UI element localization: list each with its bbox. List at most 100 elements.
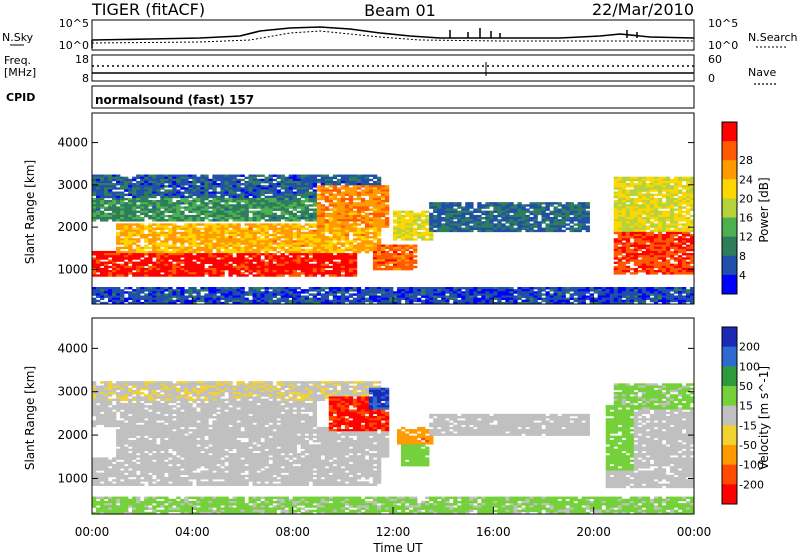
power-cell (212, 231, 217, 235)
power-cell (292, 174, 297, 177)
power-cell (188, 272, 193, 275)
power-cell (200, 206, 205, 209)
power-cell (549, 299, 554, 303)
power-cell (384, 225, 390, 228)
power-cell (601, 301, 606, 305)
power-cell (140, 272, 145, 275)
power-cell (613, 265, 619, 269)
power-cell (208, 193, 213, 197)
power-cell (401, 244, 406, 247)
power-cell (513, 216, 518, 220)
power-cell (252, 291, 257, 294)
power-cell (625, 212, 631, 216)
power-cell (577, 229, 582, 233)
power-cell (212, 265, 217, 269)
power-cell (124, 246, 129, 250)
power-cell (457, 216, 462, 220)
power-cell (637, 197, 643, 201)
power-cell (368, 236, 374, 239)
power-cell (156, 272, 161, 275)
power-cell (356, 299, 362, 303)
power-cell (204, 246, 209, 250)
power-cell (268, 187, 273, 190)
power-cell (633, 202, 639, 205)
power-cell (216, 248, 221, 252)
power-cell (100, 289, 105, 292)
power-cell (308, 263, 314, 267)
power-cell (405, 233, 410, 237)
power-cell (116, 263, 121, 267)
power-cell (405, 291, 410, 294)
power-cell (136, 238, 141, 241)
power-cell (252, 197, 257, 201)
power-cell (553, 227, 558, 231)
power-cell (465, 208, 470, 211)
power-cell (248, 250, 253, 254)
power-cell (429, 297, 434, 301)
power-cell (280, 229, 285, 233)
power-cell (208, 297, 213, 301)
power-cell (256, 178, 261, 182)
power-cell (296, 216, 301, 220)
power-cell (284, 210, 289, 214)
power-cell (168, 261, 173, 264)
power-cell (260, 274, 265, 277)
power-cell (288, 250, 293, 254)
power-cell (124, 287, 129, 290)
power-cell (557, 297, 562, 301)
power-cell (168, 299, 173, 303)
power-cell (256, 272, 261, 275)
power-cell (433, 295, 438, 298)
power-cell (168, 214, 173, 218)
power-cell (272, 223, 277, 226)
power-cell (637, 189, 643, 192)
power-cell (284, 185, 289, 188)
power-cell (160, 216, 165, 220)
power-cell (453, 291, 458, 294)
power-cell (553, 212, 558, 216)
power-cell (140, 210, 145, 214)
power-cell (288, 295, 293, 298)
power-cell (196, 250, 201, 254)
power-cell (132, 227, 137, 231)
power-cell (272, 200, 277, 203)
power-cell (368, 223, 374, 226)
power-cell (641, 291, 647, 294)
power-cell (489, 297, 494, 301)
power-cell (429, 221, 434, 224)
power-cell (304, 299, 310, 303)
power-cell (192, 238, 197, 241)
power-cell (364, 233, 370, 237)
power-cell (517, 229, 522, 233)
power-cell (224, 229, 229, 233)
power-cell (284, 299, 289, 303)
power-cell (252, 187, 257, 190)
power-cell (413, 238, 418, 241)
power-cell (108, 178, 113, 182)
power-cell (196, 210, 201, 214)
power-cell (280, 225, 285, 228)
power-cell (372, 291, 378, 294)
power-cell (533, 221, 538, 224)
power-cell (296, 229, 301, 233)
cpid-value: normalsound (fast) 157 (95, 93, 254, 107)
power-cell (156, 265, 161, 269)
power-cell (569, 229, 574, 233)
power-cell (292, 289, 297, 292)
power-cell (292, 242, 297, 245)
power-cell (525, 287, 530, 290)
power-cell (260, 197, 265, 201)
power-cell (184, 208, 189, 211)
power-cell (148, 299, 153, 303)
power-cell (232, 197, 237, 201)
power-cell (184, 195, 189, 199)
power-cell (332, 272, 338, 275)
power-cell (196, 293, 201, 296)
power-cell (393, 244, 398, 247)
power-cell (465, 291, 470, 294)
power-cell (445, 202, 450, 205)
power-cell (344, 270, 350, 273)
power-cell (384, 187, 390, 190)
power-cell (324, 270, 330, 273)
power-cell (256, 200, 261, 203)
